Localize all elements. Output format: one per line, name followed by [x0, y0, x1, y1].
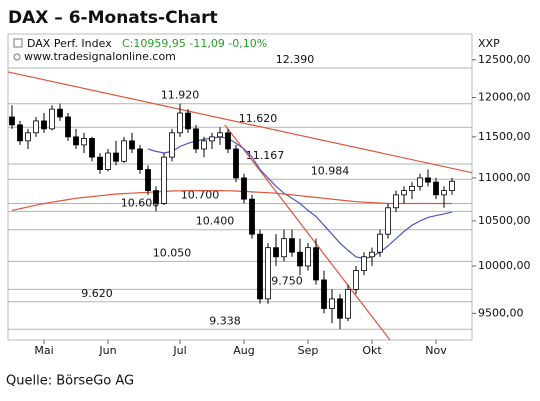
candle-body — [97, 156, 103, 170]
plot-frame — [7, 33, 473, 341]
y-tick-label: 12000,00 — [478, 91, 531, 104]
candle-body — [177, 112, 183, 134]
candle-body — [233, 148, 239, 179]
candle-body — [433, 181, 439, 196]
candle-body — [217, 132, 223, 138]
trendline — [224, 124, 391, 341]
candle-body — [89, 138, 95, 158]
y-tick-label: 10500,00 — [478, 214, 531, 227]
level-label: 11.620 — [239, 112, 278, 125]
candle-body — [281, 238, 287, 258]
candle-body — [241, 177, 247, 200]
x-tick-label: Mai — [34, 344, 53, 357]
candle-body — [377, 233, 383, 253]
candle-body — [209, 136, 215, 142]
candle-body — [385, 207, 391, 235]
candle-body — [113, 152, 119, 162]
candle-body — [9, 116, 15, 126]
candle-body — [65, 116, 71, 138]
candle-body — [17, 124, 23, 142]
candle-body — [289, 238, 295, 253]
candle-body — [401, 190, 407, 196]
moving-average — [11, 190, 452, 211]
candle-body — [41, 120, 47, 130]
candle-body — [169, 132, 175, 158]
candle-body — [441, 190, 447, 196]
candle-body — [49, 108, 55, 130]
candle-body — [145, 169, 151, 191]
candle-body — [345, 288, 351, 319]
candle-body — [449, 180, 455, 191]
candle-body — [313, 247, 319, 281]
level-label: 11.167 — [246, 149, 285, 162]
x-tick-label: Jun — [98, 344, 116, 357]
source: Quelle: BörseGo AG — [6, 374, 134, 389]
x-tick-label: Jul — [172, 344, 186, 357]
candle-body — [417, 177, 423, 187]
level-label: 10.050 — [153, 246, 192, 259]
level-label: 9.750 — [271, 274, 303, 287]
level-label: 11.920 — [161, 89, 200, 102]
candle-body — [105, 152, 111, 170]
candle-body — [249, 198, 255, 235]
candle-body — [161, 156, 167, 204]
y-tick-label: 11000,00 — [478, 171, 531, 184]
level-label: 9.338 — [209, 314, 241, 327]
candle-body — [265, 247, 271, 300]
candle-body — [321, 279, 327, 309]
candle-body — [273, 247, 279, 258]
level-label: 12.390 — [276, 53, 315, 66]
candle-body — [353, 270, 359, 290]
x-tick-label: Sep — [298, 344, 319, 357]
level-label: 10.700 — [181, 188, 220, 201]
candle-body — [225, 132, 231, 150]
candle-body — [409, 185, 415, 191]
web-icon — [13, 53, 21, 61]
level-label: 10.984 — [311, 164, 350, 177]
candle-body — [33, 120, 39, 134]
website: www.tradesignalonline.com — [24, 50, 176, 63]
x-tick-label: Okt — [362, 344, 382, 357]
x-tick-label: Nov — [425, 344, 447, 357]
candle-body — [193, 128, 199, 150]
candle-body — [129, 140, 135, 150]
candle-body — [121, 140, 127, 162]
level-label: 9.620 — [81, 287, 113, 300]
y-tick-label: 9500,00 — [478, 306, 524, 319]
y-tick-label: 12500,00 — [478, 53, 531, 66]
candle-body — [305, 247, 311, 267]
y-tick-label: 10000,00 — [478, 259, 531, 272]
chart-title: DAX – 6-Monats-Chart — [8, 8, 218, 28]
candle-body — [185, 112, 191, 130]
level-label: 10.608 — [121, 196, 160, 209]
candle-body — [153, 190, 159, 204]
candle-body — [361, 256, 367, 271]
candle-body — [393, 194, 399, 209]
candle-body — [369, 251, 375, 258]
candle-body — [257, 233, 263, 300]
candle-body — [57, 108, 63, 118]
candle-body — [73, 136, 79, 146]
level-label: 10.400 — [196, 215, 235, 228]
header-icon — [13, 38, 23, 48]
candle-body — [425, 177, 431, 183]
y-tick-label: 11500,00 — [478, 130, 531, 143]
candle-body — [81, 138, 87, 146]
candle-body — [137, 148, 143, 170]
trendline — [7, 71, 473, 174]
candle-body — [337, 298, 343, 319]
index-name: DAX Perf. Index — [27, 37, 112, 50]
axis-code: XXP — [478, 37, 500, 50]
candle-body — [329, 298, 335, 309]
candle-body — [25, 132, 31, 142]
candle-body — [297, 251, 303, 267]
quote: C:10959,95 -11,09 -0,10% — [122, 37, 267, 50]
candle-body — [201, 140, 207, 150]
x-tick-label: Aug — [233, 344, 254, 357]
